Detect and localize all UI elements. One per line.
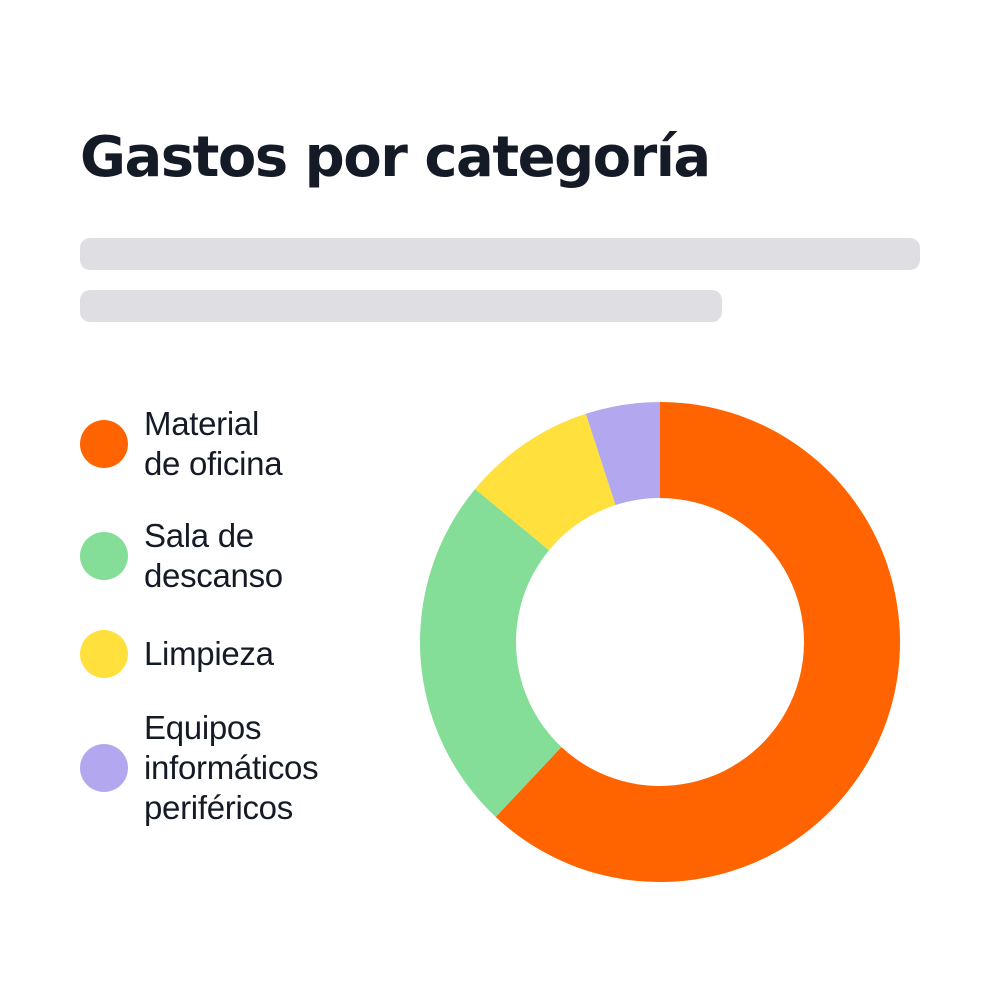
legend-label: Material de oficina <box>144 405 283 482</box>
legend-swatch <box>80 532 128 580</box>
donut-slice-equipos-informaticos <box>585 402 660 506</box>
legend-swatch <box>80 420 128 468</box>
legend-swatch <box>80 630 128 678</box>
legend-item-material-oficina: Material de oficina <box>80 404 283 484</box>
chart-title: Gastos por categoría <box>80 125 711 190</box>
text-placeholder-line <box>80 290 722 322</box>
legend-item-equipos-informaticos: Equipos informáticos periféricos <box>80 708 319 828</box>
text-placeholder-line <box>80 238 920 270</box>
legend-label: Equipos informáticos periféricos <box>144 709 319 826</box>
donut-slice-material-oficina <box>495 402 900 882</box>
legend-label: Sala de descanso <box>144 517 283 594</box>
legend-item-sala-descanso: Sala de descanso <box>80 516 283 596</box>
legend-swatch <box>80 744 128 792</box>
donut-slice-limpieza <box>475 413 616 551</box>
donut-slice-sala-descanso <box>419 489 562 817</box>
legend-label: Limpieza <box>144 635 274 672</box>
donut-chart <box>419 402 900 882</box>
legend-item-limpieza: Limpieza <box>80 630 274 678</box>
